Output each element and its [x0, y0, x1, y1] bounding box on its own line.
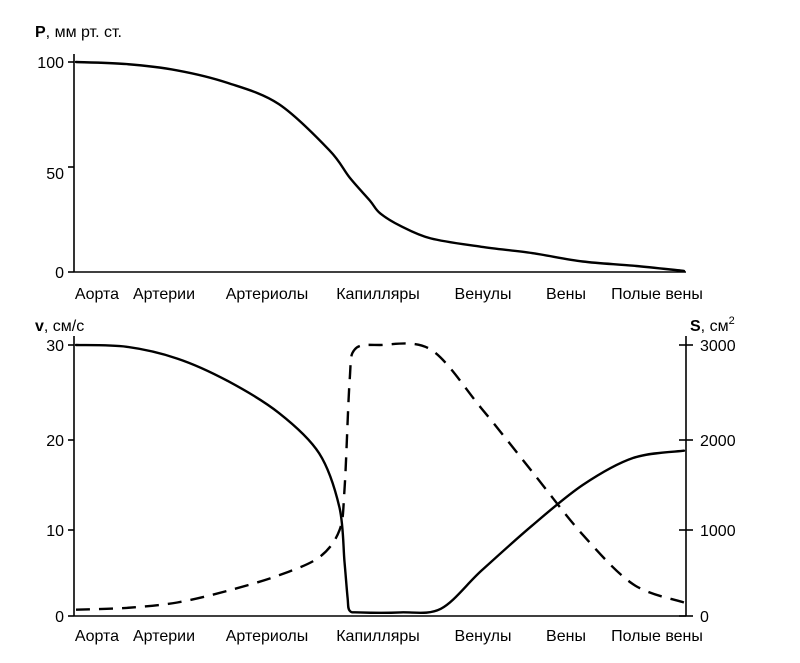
pressure-category-label: Капилляры [336, 286, 420, 303]
pressure-unit: , мм рт. ст. [46, 24, 122, 41]
velocity-tick-label-10: 10 [46, 523, 64, 540]
pressure-category-label: Вены [546, 286, 586, 303]
velocity-category-label: Полые вены [611, 628, 703, 645]
pressure-symbol: P [35, 24, 46, 41]
pressure-category-label: Артерии [133, 286, 195, 303]
velocity-tick-label-0: 0 [55, 609, 64, 626]
pressure-category-label: Аорта [75, 286, 119, 303]
area-curve [75, 342, 685, 611]
pressure-tick-label-0: 0 [55, 265, 64, 282]
velocity-category-label: Вены [546, 628, 586, 645]
area-axis-title: S, см2 [690, 315, 735, 335]
area-tick-label-3000: 3000 [700, 338, 736, 355]
velocity-category-label: Артериолы [226, 628, 308, 645]
area-tick-label-2000: 2000 [700, 433, 736, 450]
pressure-axis-title: P, мм рт. ст. [35, 24, 122, 41]
area-tick-label-1000: 1000 [700, 523, 736, 540]
pressure-category-label: Полые вены [611, 286, 703, 303]
velocity-curve [74, 343, 686, 615]
velocity-category-label: Капилляры [336, 628, 420, 645]
velocity-area-chart: v, см/с S, см2 30 20 10 0 3000 2000 1000… [35, 315, 736, 645]
pressure-curve [74, 60, 686, 273]
velocity-axis-title: v, см/с [35, 318, 84, 335]
velocity-symbol: v [35, 318, 44, 335]
pressure-category-label: Венулы [455, 286, 512, 303]
area-tick-label-0: 0 [700, 609, 709, 626]
velocity-tick-label-20: 20 [46, 433, 64, 450]
area-unit: , см [701, 318, 729, 335]
pressure-tick-label-100: 100 [37, 55, 64, 72]
area-symbol: S [690, 318, 701, 335]
pressure-category-label: Артериолы [226, 286, 308, 303]
area-unit-superscript: 2 [729, 315, 735, 327]
velocity-unit: , см/с [44, 318, 84, 335]
velocity-category-label: Венулы [455, 628, 512, 645]
pressure-tick-label-50: 50 [46, 166, 64, 183]
pressure-chart: P, мм рт. ст. 100 50 0 Аорта Артерии Арт… [35, 24, 703, 303]
velocity-category-label: Артерии [133, 628, 195, 645]
velocity-category-label: Аорта [75, 628, 119, 645]
velocity-tick-label-30: 30 [46, 338, 64, 355]
